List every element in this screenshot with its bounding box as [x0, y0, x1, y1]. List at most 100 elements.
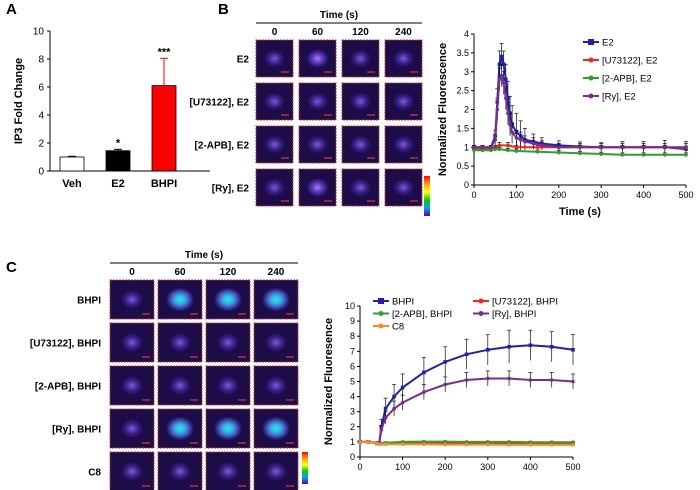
x-tick-label: 100	[395, 462, 410, 472]
cell-image	[306, 135, 329, 154]
data-point	[507, 440, 511, 444]
series--ry-e2	[472, 63, 688, 152]
data-point	[422, 370, 426, 375]
data-point	[489, 145, 493, 150]
row-label: BHPI	[77, 296, 101, 307]
data-point	[422, 390, 426, 394]
y-tick-label: 7	[350, 346, 355, 356]
data-point	[400, 400, 405, 405]
cell-image	[168, 461, 192, 482]
data-point	[571, 379, 575, 384]
series-c8	[358, 440, 575, 447]
legend-marker	[588, 57, 594, 63]
x-tick-label: 500	[678, 190, 693, 200]
y-tick-label: 2.5	[456, 86, 469, 96]
cell-image	[216, 332, 240, 353]
cell-image	[213, 287, 243, 312]
micrograph-cell	[298, 82, 337, 121]
data-point	[663, 153, 667, 157]
panel-label-b: B	[218, 1, 229, 18]
data-point	[464, 378, 469, 382]
y-tick-label: 4	[350, 392, 355, 402]
y-tick-label: 3	[464, 67, 469, 77]
x-tick-label: 0	[357, 462, 362, 472]
data-point	[549, 378, 554, 382]
x-tick-label: 400	[523, 462, 538, 472]
row-label: [Ry], E2	[212, 184, 250, 195]
data-point	[504, 96, 508, 100]
data-point	[571, 440, 575, 445]
x-tick-label: 200	[551, 190, 566, 200]
y-tick-label: 2	[464, 105, 469, 115]
micrograph-cell	[253, 279, 299, 320]
time-title: Time (s)	[185, 250, 223, 261]
data-point	[400, 442, 405, 446]
line-chart-c: 0 100 200 300 400 500 0 1 2 3 4 5 6 7 8 9 10 Normalized F…	[323, 297, 581, 473]
cell-image	[264, 375, 288, 396]
y-tick-label: 8	[38, 55, 44, 66]
data-point	[571, 347, 575, 352]
legend-marker	[478, 298, 484, 304]
data-point	[528, 343, 533, 348]
data-point	[422, 442, 426, 446]
data-point	[464, 352, 469, 357]
data-point	[514, 145, 519, 150]
x-tick-label: 100	[509, 190, 524, 200]
cell-image	[349, 92, 372, 111]
cell-image	[306, 92, 329, 111]
y-tick-label: 0	[350, 452, 355, 462]
y-tick-label: 10	[33, 27, 45, 38]
y-axis-label: IP3 Fold Change	[13, 58, 25, 144]
line-chart-b: 0 100 200 300 400 500 0 0.5 1 1.5 2 2.5 3 3.5 4 Time (s…	[437, 29, 694, 218]
cell-image	[349, 135, 372, 154]
legend-label: [U73122], BHPI	[492, 297, 558, 308]
row-label: E2	[237, 55, 250, 66]
cell-image	[120, 332, 144, 353]
data-point	[480, 148, 485, 153]
legend-label: [2-APB], E2	[602, 74, 652, 85]
row-label: [2-APB], E2	[195, 141, 250, 152]
data-point	[506, 111, 510, 116]
micrograph-cell	[109, 322, 155, 363]
data-point	[392, 394, 396, 399]
data-point	[599, 145, 603, 150]
data-point	[535, 149, 540, 154]
data-point	[663, 145, 667, 150]
data-point	[443, 382, 448, 387]
cell-image	[392, 49, 415, 68]
y-tick-label: 2	[350, 422, 355, 432]
bar	[59, 156, 85, 172]
series--2-apb-e2	[472, 146, 688, 157]
legend-label: [Ry], BHPI	[492, 309, 536, 320]
time-label: 120	[352, 27, 369, 38]
y-tick-label: 3	[350, 407, 355, 417]
data-point	[641, 153, 646, 157]
y-tick-label: 10	[345, 301, 355, 311]
micrograph-grid-b: Time (s) 0 60 120 240 E2 [U73122], E2 [2-APB], …	[190, 10, 430, 216]
y-tick-label: 4	[38, 111, 44, 122]
data-point	[507, 376, 511, 381]
cell-image	[349, 49, 372, 68]
data-point	[518, 137, 523, 142]
significance-label: *	[116, 137, 121, 149]
data-point	[472, 145, 476, 150]
data-point	[493, 137, 498, 142]
data-point	[486, 347, 490, 352]
cell-image	[120, 289, 144, 310]
cell-image	[213, 416, 243, 441]
cell-image	[264, 461, 288, 482]
y-tick-label: 0	[38, 167, 44, 178]
significance-label: ***	[158, 46, 172, 58]
legend-marker	[378, 298, 384, 304]
cell-image	[120, 375, 144, 396]
series--ry-bhpi	[358, 370, 575, 446]
time-label: 60	[312, 27, 324, 38]
y-tick-label: 8	[350, 331, 355, 341]
data-point	[531, 141, 536, 146]
y-tick-label: 0.5	[456, 161, 469, 171]
data-point	[379, 442, 384, 446]
data-point	[506, 143, 510, 148]
y-tick-label: 0	[464, 180, 469, 190]
row-label: [Ry], BHPI	[52, 425, 101, 436]
data-point	[535, 145, 540, 150]
